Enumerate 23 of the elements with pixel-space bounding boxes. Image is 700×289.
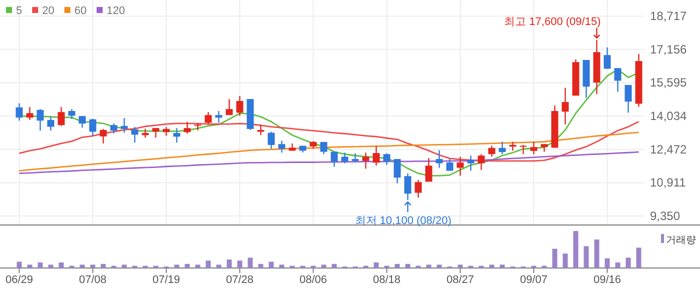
y-tick-label: 10,911	[650, 176, 686, 190]
x-tick-label: 07/08	[78, 274, 107, 286]
legend-label: 20	[42, 5, 54, 17]
y-tick-label: 17,156	[650, 42, 688, 56]
y-tick-label: 14,034	[650, 109, 688, 124]
annotation: 최저 10,100 (08/20)	[354, 215, 452, 228]
y-tick-label: 15,595	[650, 76, 688, 90]
legend-label: 거래량	[666, 235, 696, 246]
annotation: 최고 17,600 (09/15)	[504, 16, 601, 28]
x-tick-label: 06/29	[5, 274, 34, 286]
legend-label: 5	[16, 5, 22, 17]
x-tick-label: 08/18	[372, 274, 401, 286]
legend-label: 120	[106, 5, 125, 17]
x-tick-label: 09/07	[520, 274, 548, 286]
x-tick-label: 08/06	[299, 274, 328, 286]
x-tick-label: 08/27	[446, 274, 474, 286]
y-tick-label: 12,472	[650, 142, 688, 156]
y-tick-label: 18,717	[650, 9, 688, 24]
y-tick-label: 9,350	[650, 209, 680, 224]
x-tick-label: 09/16	[593, 274, 622, 286]
x-tick-label: 07/28	[226, 274, 254, 286]
x-tick-label: 07/19	[152, 274, 180, 286]
legend-label: 60	[74, 5, 87, 17]
